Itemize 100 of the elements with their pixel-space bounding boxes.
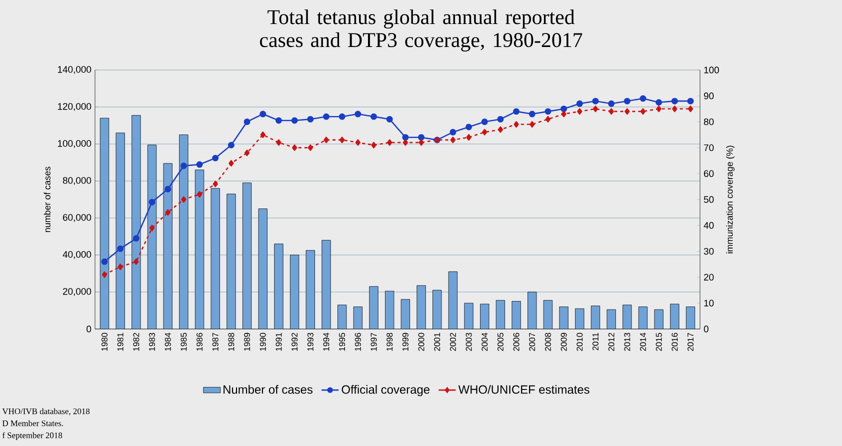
- x-tick-label: 1981: [117, 332, 124, 351]
- y-tick-label: 60,000: [63, 214, 92, 222]
- point: [102, 271, 108, 278]
- y-tick-label: 140,000: [58, 66, 92, 74]
- point: [101, 258, 108, 265]
- point: [180, 162, 187, 170]
- point: [275, 117, 282, 124]
- y-tick-label: 20,000: [63, 288, 92, 296]
- y2-tick-label: 50: [704, 196, 714, 203]
- y2-tick-label: 90: [704, 92, 714, 100]
- x-tick-label: 2013: [624, 332, 630, 351]
- point: [323, 113, 330, 120]
- bar: [306, 250, 315, 329]
- y-tick-label: 80,000: [62, 177, 92, 185]
- point: [244, 118, 250, 126]
- x-tick-label: 2009: [560, 332, 567, 351]
- y2-tick-label: 100: [704, 66, 719, 74]
- y2-tick-label: 20: [704, 274, 714, 281]
- point: [466, 134, 472, 141]
- bar: [100, 118, 109, 329]
- y2-axis-title: immunization coverage (%): [726, 146, 735, 254]
- point: [387, 139, 392, 146]
- y2-tick-label: 30: [704, 248, 714, 255]
- x-tick-label: 2017: [688, 332, 694, 351]
- legend-label: Number of cases: [224, 384, 313, 394]
- x-tick-label: 2016: [672, 332, 678, 351]
- y-axis-title: number of cases: [44, 166, 50, 232]
- x-tick-label: 2002: [450, 332, 456, 351]
- point: [577, 108, 582, 115]
- bar: [226, 194, 236, 329]
- point: [608, 108, 614, 115]
- x-tick-label: 2001: [434, 332, 440, 351]
- bar: [401, 299, 410, 329]
- bar: [164, 163, 172, 329]
- point: [656, 99, 662, 106]
- bar: [432, 290, 442, 329]
- x-tick-label: 1999: [402, 332, 408, 351]
- x-tick-label: 1993: [307, 332, 314, 351]
- point: [196, 161, 203, 168]
- point: [117, 245, 124, 252]
- point: [386, 116, 393, 122]
- x-tick-label: 2014: [640, 332, 646, 351]
- point: [307, 116, 314, 122]
- point: [370, 113, 377, 120]
- x-tick-label: 1998: [386, 332, 393, 351]
- point: [148, 198, 156, 206]
- point: [164, 186, 172, 192]
- y2-tick-label: 70: [704, 144, 714, 152]
- bar: [211, 188, 220, 329]
- x-tick-label: 1996: [354, 332, 361, 351]
- point: [530, 121, 535, 128]
- point: [514, 121, 519, 128]
- point: [544, 108, 552, 115]
- point: [688, 106, 694, 112]
- point: [450, 136, 456, 144]
- text: D Member States.: [2, 420, 64, 426]
- point: [260, 132, 266, 138]
- point: [355, 139, 361, 146]
- bar: [416, 286, 426, 329]
- bar: [322, 240, 331, 329]
- bar: [274, 244, 284, 329]
- x-tick-label: 1986: [196, 332, 203, 351]
- y2-tick-label: 10: [704, 300, 714, 306]
- bar: [179, 134, 188, 329]
- point: [260, 110, 266, 118]
- point: [592, 98, 599, 104]
- bar: [148, 144, 156, 329]
- x-tick-label: 1990: [260, 332, 266, 351]
- point: [228, 160, 234, 166]
- x-tick-label: 2010: [576, 332, 583, 351]
- x-tick-label: 1992: [292, 332, 298, 351]
- y-tick-label: 100,000: [58, 140, 92, 148]
- point: [528, 110, 536, 118]
- bar: [544, 300, 552, 329]
- point: [338, 113, 346, 120]
- point: [498, 126, 504, 133]
- point: [149, 224, 155, 232]
- text: VHO/IVB database, 2018: [2, 408, 90, 416]
- point: [671, 98, 678, 104]
- x-tick-label: 1994: [323, 332, 330, 351]
- x-tick-label: 2011: [592, 332, 598, 350]
- point: [212, 154, 219, 162]
- point: [402, 134, 409, 141]
- point: [450, 128, 456, 136]
- point: [181, 196, 186, 203]
- point: [497, 116, 504, 122]
- y-tick-label: 0: [86, 326, 92, 332]
- point: [402, 139, 408, 146]
- legend-label: WHO/UNICEF estimates: [458, 384, 590, 394]
- point: [560, 106, 568, 112]
- point: [624, 108, 630, 115]
- y-tick-label: 120,000: [58, 103, 92, 111]
- point: [418, 134, 425, 141]
- point: [687, 98, 694, 104]
- y-tick-label: 40,000: [62, 251, 92, 259]
- point: [292, 144, 298, 151]
- text: f September 2018: [2, 432, 62, 440]
- point: [308, 144, 313, 151]
- x-tick-label: 1984: [164, 332, 171, 351]
- point: [513, 108, 520, 115]
